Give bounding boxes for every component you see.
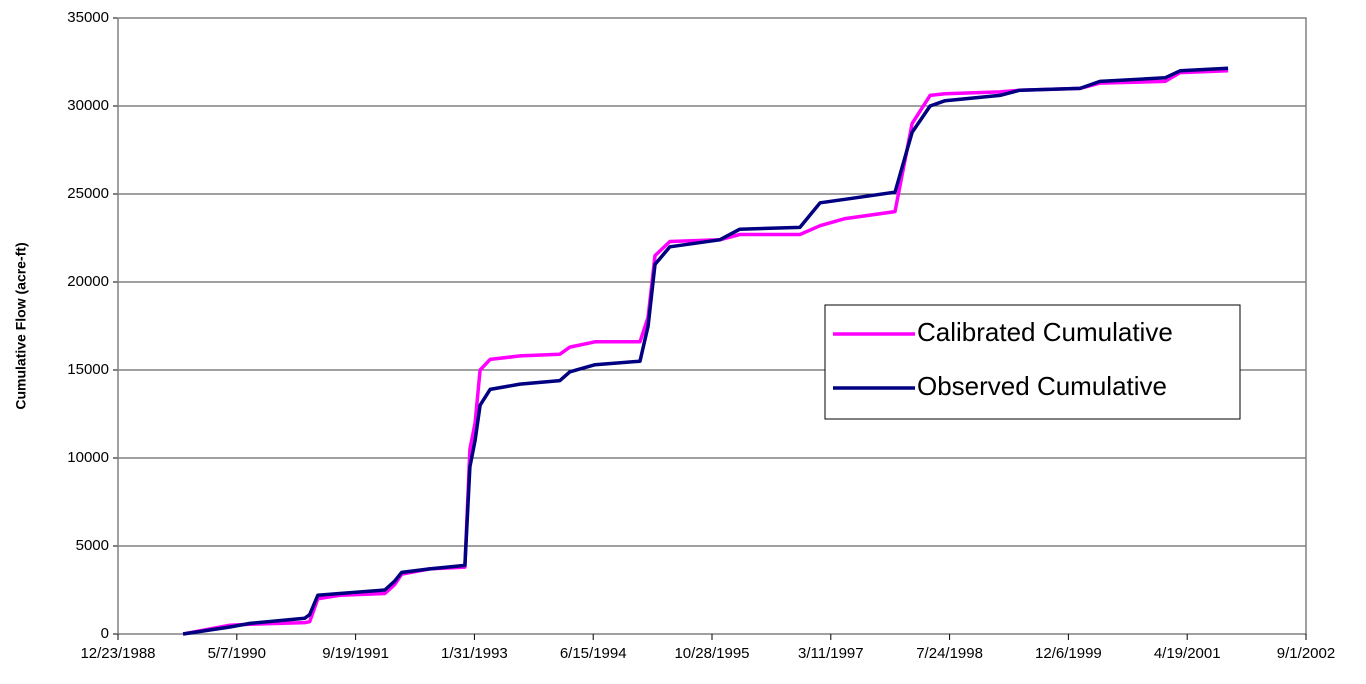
- x-tick-label: 7/24/1998: [916, 645, 983, 662]
- legend-box: [824, 304, 1241, 420]
- y-tick-label: 35000: [67, 9, 109, 26]
- x-tick-label: 4/19/2001: [1154, 645, 1221, 662]
- y-tick-label: 20000: [67, 273, 109, 290]
- x-tick-label: 3/11/1997: [798, 645, 864, 662]
- legend-label: Calibrated Cumulative: [917, 317, 1173, 347]
- legend-label: Observed Cumulative: [917, 371, 1167, 401]
- series-line: [182, 66, 1229, 636]
- y-tick-label: 5000: [76, 537, 109, 554]
- y-tick-label: 25000: [67, 185, 109, 202]
- x-tick-label: 12/6/1999: [1035, 645, 1102, 662]
- series-line: [182, 69, 1229, 636]
- x-tick-label: 5/7/1990: [208, 645, 266, 662]
- y-tick-label: 30000: [67, 97, 109, 114]
- x-tick-label: 9/1/2002: [1277, 645, 1335, 662]
- x-tick-label: 1/31/1993: [441, 645, 508, 662]
- y-tick-label: 15000: [67, 361, 109, 378]
- x-tick-label: 6/15/1994: [560, 645, 627, 662]
- y-axis-label: Cumulative Flow (acre-ft): [13, 242, 29, 409]
- x-tick-label: 12/23/1988: [80, 645, 155, 662]
- y-tick-label: 0: [101, 625, 109, 642]
- y-tick-label: 10000: [67, 449, 109, 466]
- x-tick-label: 9/19/1991: [322, 645, 389, 662]
- x-tick-label: 10/28/1995: [674, 645, 749, 662]
